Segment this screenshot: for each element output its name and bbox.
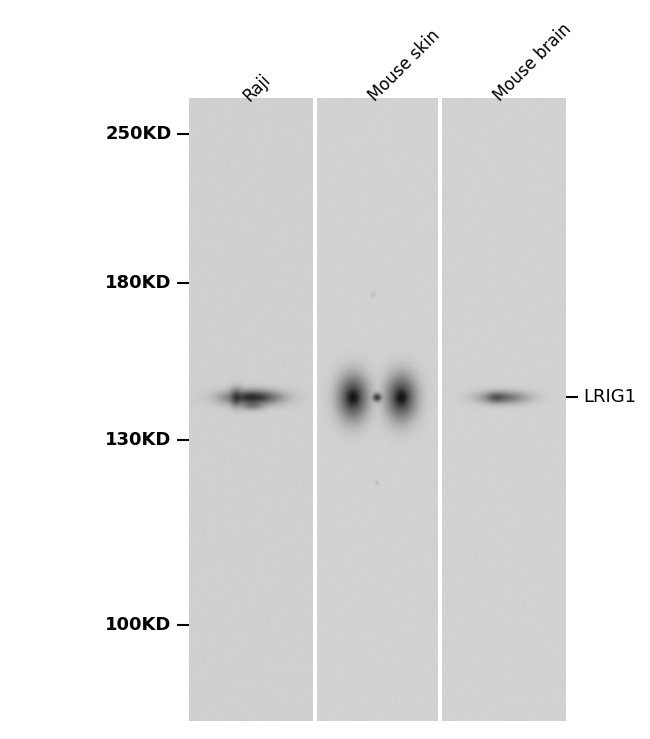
Text: Mouse brain: Mouse brain <box>490 21 575 105</box>
Bar <box>438 98 442 721</box>
Text: LRIG1: LRIG1 <box>583 388 636 406</box>
Text: 100KD: 100KD <box>105 616 172 633</box>
Text: Raji: Raji <box>239 71 274 105</box>
Bar <box>313 98 317 721</box>
Text: 250KD: 250KD <box>105 125 172 143</box>
Text: 180KD: 180KD <box>105 274 172 292</box>
Text: Mouse skin: Mouse skin <box>365 27 443 105</box>
Text: 130KD: 130KD <box>105 431 172 449</box>
